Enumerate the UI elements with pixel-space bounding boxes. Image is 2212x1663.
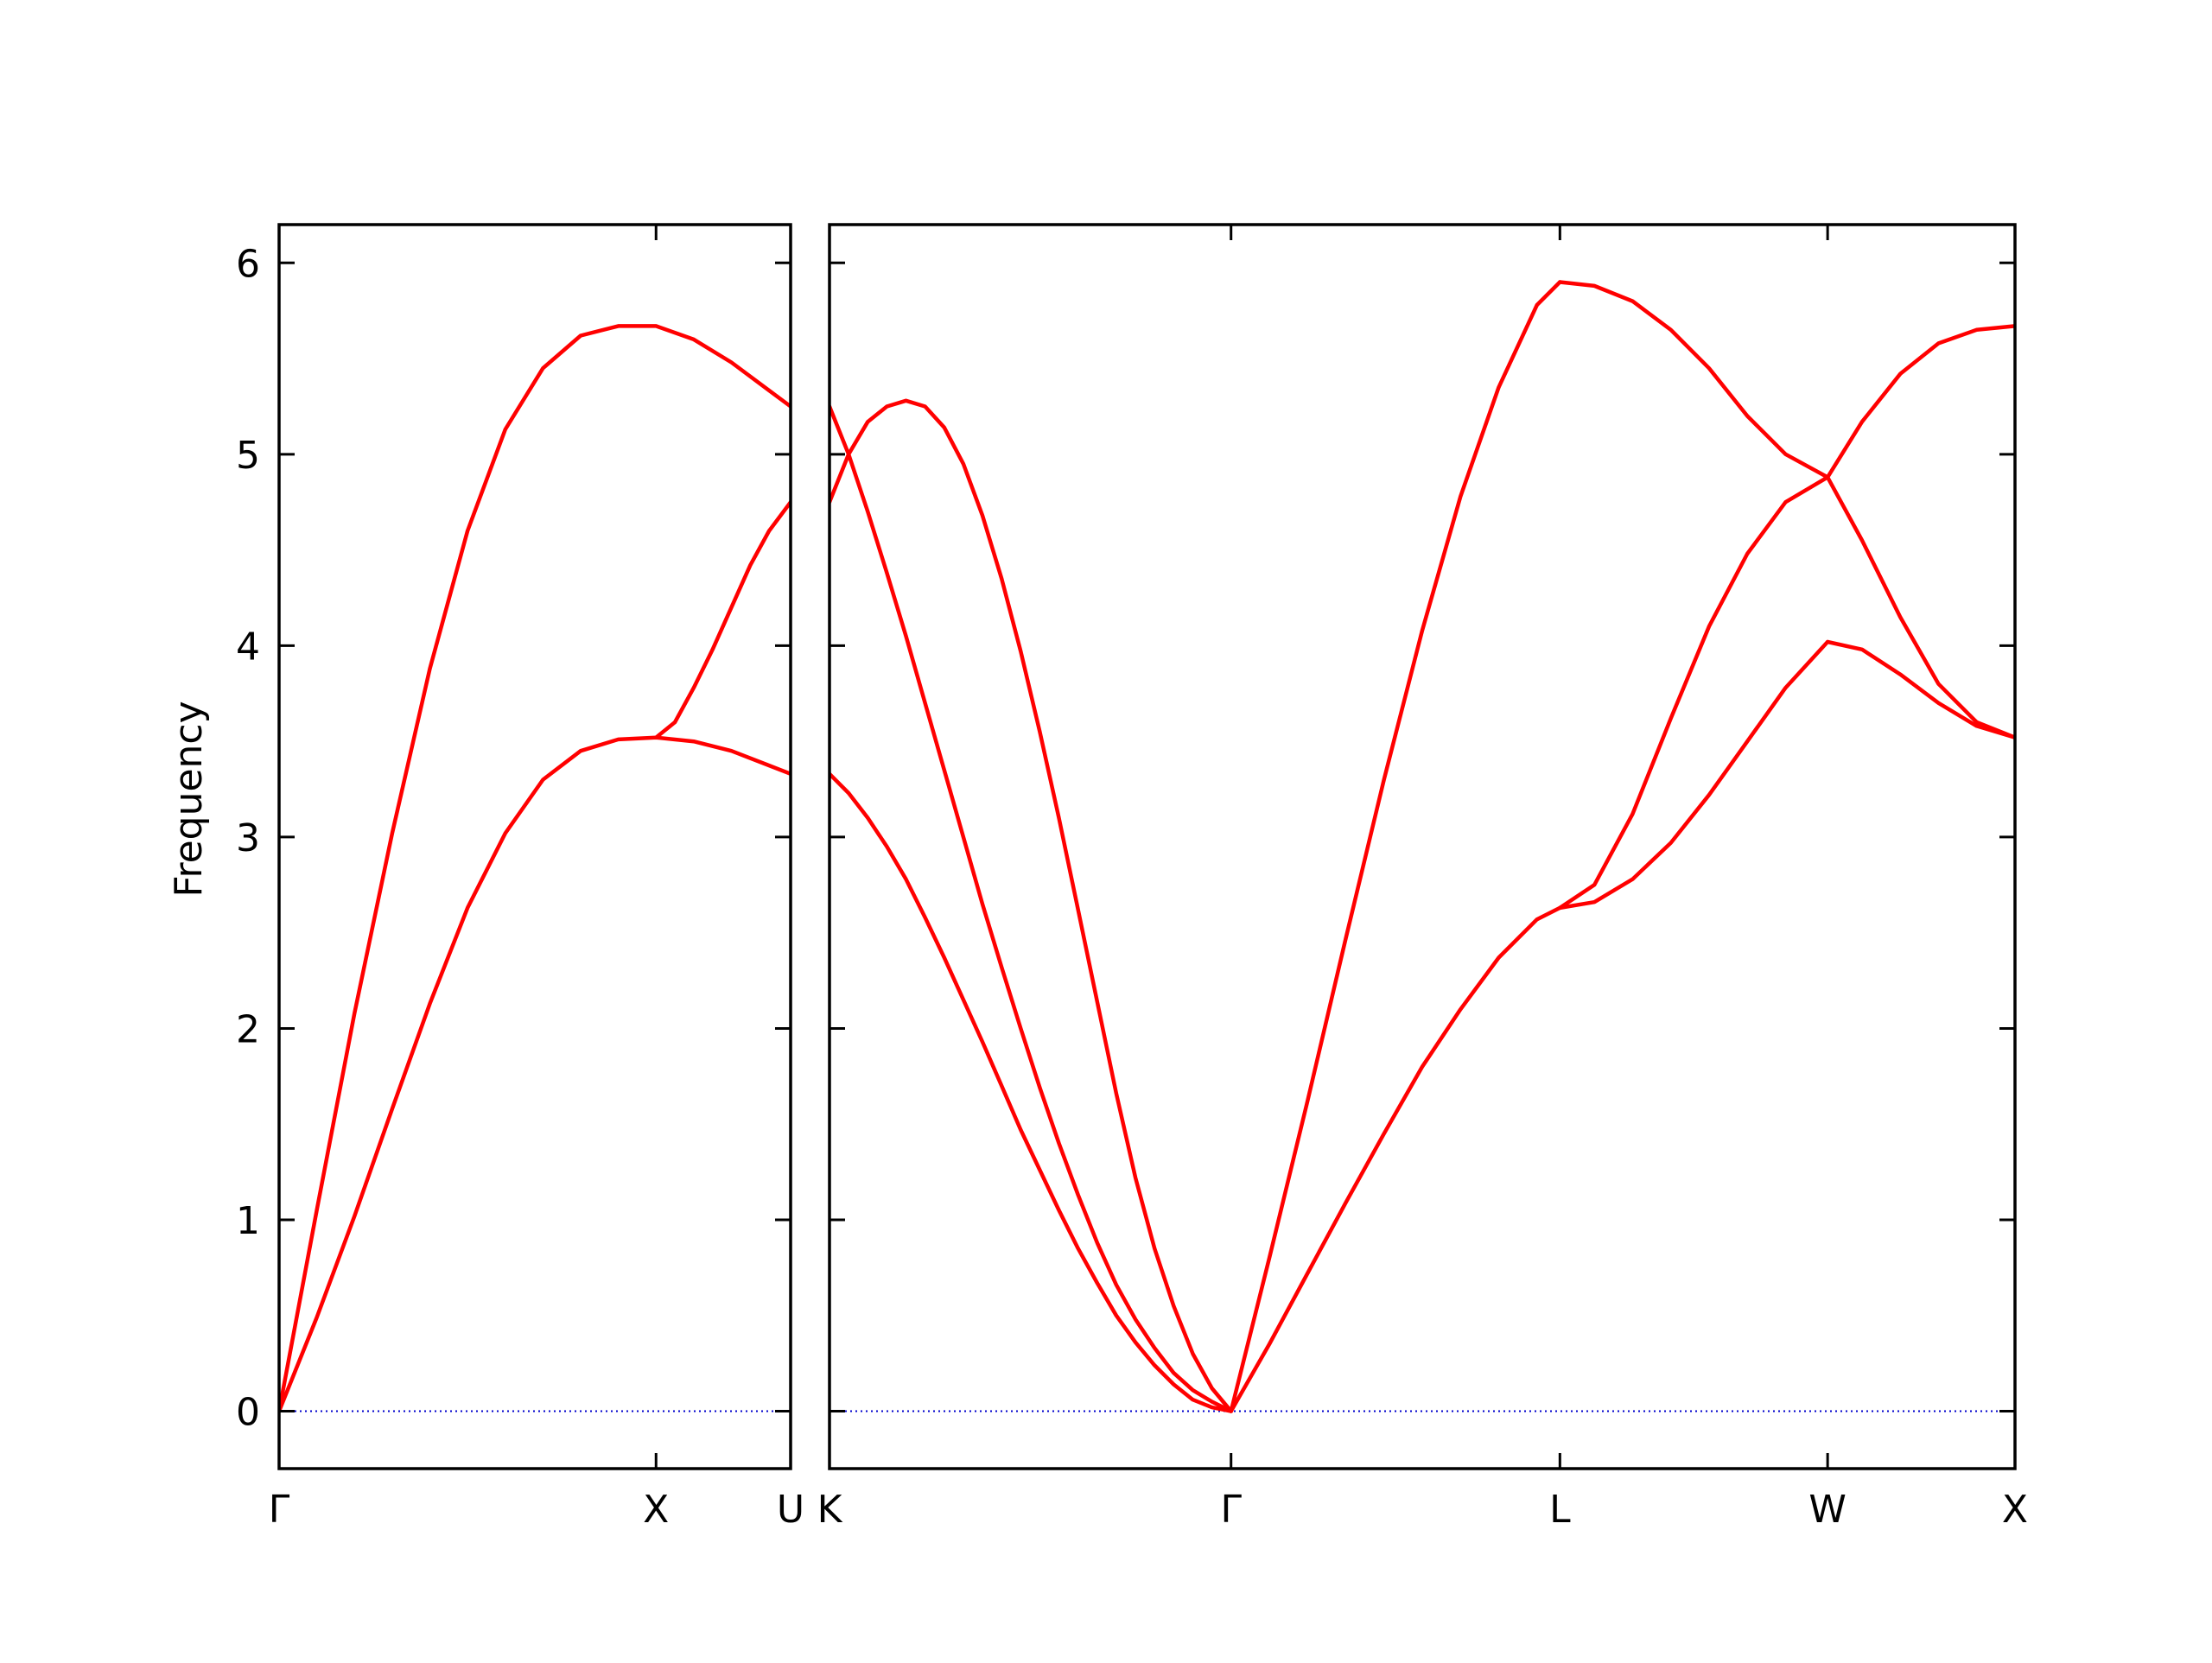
- series-group: [830, 280, 2015, 1413]
- y-tick-label: 1: [236, 1199, 260, 1243]
- band-line-5: [1229, 905, 1562, 1413]
- panel-right: [828, 223, 2017, 1470]
- y-tick-label: 6: [236, 242, 260, 286]
- band-line-4: [1229, 280, 1562, 1413]
- band-line-3: [654, 499, 791, 739]
- y-tick-label: 4: [236, 625, 260, 669]
- band-line-7: [1558, 475, 1830, 911]
- panel-frame: [828, 223, 2017, 1470]
- panel-left: [277, 223, 792, 1470]
- x-tick-label-Γ: Γ: [269, 1488, 290, 1532]
- panel-frame: [277, 223, 792, 1470]
- y-tick-label: 3: [236, 816, 260, 860]
- y-tick-label: 2: [236, 1007, 260, 1051]
- x-tick-label-X: X: [643, 1488, 669, 1532]
- x-tick-label-L: L: [1549, 1488, 1571, 1532]
- x-tick-label-K: K: [817, 1488, 843, 1532]
- band-line-10: [1825, 475, 2015, 739]
- band-line-11: [1825, 639, 2015, 739]
- x-tick-label-Γ: Γ: [1220, 1488, 1242, 1532]
- x-tick-label-U: U: [777, 1488, 804, 1532]
- y-tick-label: 0: [236, 1391, 260, 1435]
- x-tick-label-X: X: [2002, 1488, 2028, 1532]
- series-group: [279, 324, 791, 1413]
- band-line-1: [279, 324, 791, 1413]
- x-tick-label-W: W: [1808, 1488, 1847, 1532]
- band-line-2: [279, 735, 791, 1413]
- band-line-3: [830, 771, 1233, 1413]
- band-line-6: [1558, 280, 1830, 479]
- band-line-1: [830, 398, 1233, 1413]
- band-line-2: [830, 404, 1233, 1413]
- y-axis-label: Frequency: [167, 701, 211, 897]
- band-line-8: [1558, 639, 1830, 911]
- y-tick-label: 5: [236, 434, 260, 478]
- band-line-9: [1825, 324, 2015, 479]
